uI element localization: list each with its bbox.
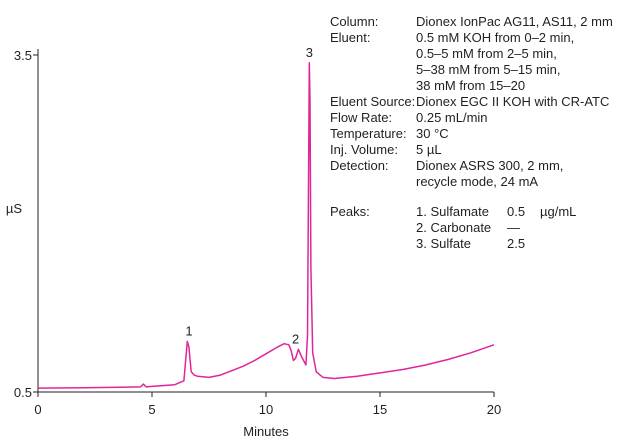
condition-value-line: 5–38 mM from 5–15 min, — [416, 62, 561, 77]
condition-value-line: 0.5 mM KOH from 0–2 min, — [416, 30, 575, 45]
series-line — [37, 62, 495, 389]
peak-labels: 1 2 3 — [185, 45, 313, 346]
condition-value-line: Dionex IonPac AG11, AS11, 2 mm — [416, 14, 613, 29]
condition-value: 0.25 mL/min — [416, 110, 488, 126]
peak-row: 3. Sulfate 2.5 — [416, 236, 576, 252]
series-layer — [37, 62, 495, 389]
x-axis-title: Minutes — [243, 424, 289, 439]
condition-row: Flow Rate: 0.25 mL/min — [330, 110, 613, 126]
peak-label: 1 — [185, 323, 192, 338]
peak-unit: µg/mL — [540, 204, 577, 219]
condition-value-line: 38 mM from 15–20 — [416, 78, 526, 93]
condition-row: Inj. Volume: 5 µL — [330, 142, 613, 158]
peak-rows: 1. Sulfamate 0.5 µg/mL 2. Carbonate —3. Sulf… — [416, 204, 576, 252]
condition-value-line: 30 °C — [416, 126, 449, 141]
condition-label: Column: — [330, 14, 379, 29]
condition-value-line: Dionex EGC II KOH with CR-ATC — [416, 94, 610, 109]
condition-row: Eluent Source: Dionex EGC II KOH with CR-… — [330, 94, 613, 110]
x-axis-ticks: 0 5 10 15 20 — [34, 392, 501, 417]
chromatography-conditions: Column: Dionex IonPac AG11, AS11, 2 mm Elu… — [330, 14, 613, 252]
peak-name: 3. Sulfate — [416, 236, 471, 251]
condition-value: 30 °C — [416, 126, 449, 142]
x-tick-label: 20 — [487, 402, 501, 417]
y-axis-ticks: 0.5 3.5 — [14, 48, 38, 400]
peak-name: 2. Carbonate — [416, 220, 492, 235]
peak-label: 2 — [292, 331, 299, 346]
condition-rows: Column: Dionex IonPac AG11, AS11, 2 mm Elu… — [330, 14, 613, 190]
y-tick-label: 0.5 — [14, 385, 32, 400]
peaks-table: Peaks: 1. Sulfamate 0.5 µg/mL 2. Carbonate —… — [330, 204, 613, 252]
condition-row: Temperature: 30 °C — [330, 126, 613, 142]
condition-value: Dionex IonPac AG11, AS11, 2 mm — [416, 14, 613, 30]
condition-label: Eluent Source: — [330, 94, 416, 109]
condition-value-line: 0.5–5 mM from 2–5 min, — [416, 46, 557, 61]
condition-value: 0.5 mM KOH from 0–2 min, 0.5–5 mM from 2–… — [416, 30, 574, 94]
x-tick-label: 0 — [34, 402, 41, 417]
peak-label: 3 — [306, 45, 313, 60]
x-tick-label: 10 — [259, 402, 273, 417]
condition-value-line: recycle mode, 24 mA — [416, 174, 539, 189]
condition-row: Detection: Dionex ASRS 300, 2 mm, recycle … — [330, 158, 613, 190]
condition-label: Detection: — [330, 158, 389, 173]
x-tick-label: 5 — [148, 402, 155, 417]
condition-label: Temperature: — [330, 126, 407, 141]
peak-concentration: 0.5 — [507, 204, 526, 219]
condition-value: Dionex EGC II KOH with CR-ATC — [416, 94, 609, 110]
peak-name: 1. Sulfamate — [416, 204, 489, 219]
condition-value: Dionex ASRS 300, 2 mm, recycle mode, 24 m… — [416, 158, 563, 190]
peak-row: 2. Carbonate — — [416, 220, 576, 236]
y-tick-label: 3.5 — [14, 48, 32, 63]
condition-value-line: Dionex ASRS 300, 2 mm, — [416, 158, 564, 173]
condition-value: 5 µL — [416, 142, 442, 158]
condition-value-line: 0.25 mL/min — [416, 110, 488, 125]
x-tick-label: 15 — [373, 402, 387, 417]
condition-value-line: 5 µL — [416, 142, 442, 157]
condition-row: Column: Dionex IonPac AG11, AS11, 2 mm — [330, 14, 613, 30]
peaks-heading: Peaks: — [330, 204, 370, 219]
peak-concentration: — — [507, 220, 520, 235]
peak-concentration: 2.5 — [507, 236, 526, 251]
peak-row: 1. Sulfamate 0.5 µg/mL — [416, 204, 576, 220]
condition-row: Eluent: 0.5 mM KOH from 0–2 min, 0.5–5 mM … — [330, 30, 613, 94]
y-axis-title: µS — [6, 201, 22, 216]
condition-label: Inj. Volume: — [330, 142, 398, 157]
condition-label: Flow Rate: — [330, 110, 393, 125]
condition-label: Eluent: — [330, 30, 371, 45]
